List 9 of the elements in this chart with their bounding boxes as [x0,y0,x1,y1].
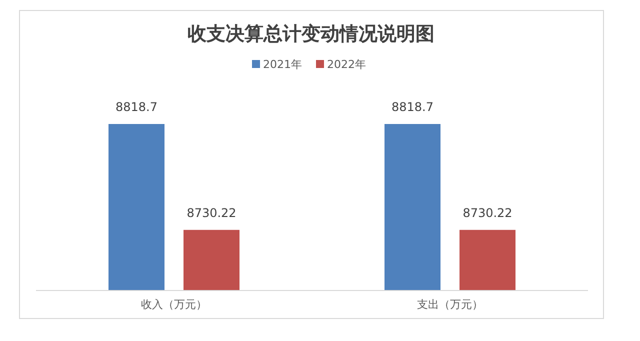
data-label: 8818.7 [392,100,434,114]
data-label: 8730.22 [462,206,512,220]
x-tick-label: 支出（万元） [417,298,483,311]
data-label: 8818.7 [116,100,158,114]
data-label: 8730.22 [186,206,236,220]
chart-title: 收支决算总计变动情况说明图 [188,23,434,45]
legend-label: 2021年 [263,58,302,71]
legend-label: 2022年 [327,58,366,71]
x-tick-label: 收入（万元） [141,298,207,311]
